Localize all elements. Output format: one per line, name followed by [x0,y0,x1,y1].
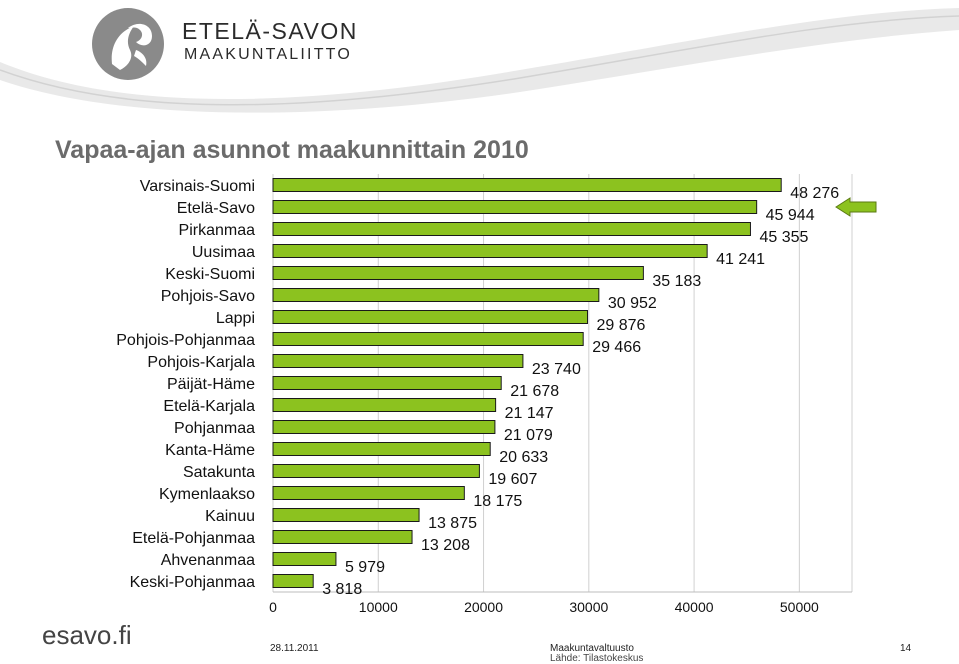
value-label: 41 241 [716,251,765,268]
category-label: Kainuu [205,508,255,525]
bar [272,552,337,566]
value-label: 30 952 [608,295,657,312]
value-label: 18 175 [473,493,522,510]
value-label: 23 740 [532,361,581,378]
bar [272,266,644,280]
category-label: Keski-Suomi [165,266,255,283]
value-label: 48 276 [790,185,839,202]
org-name-line1: ETELÄ-SAVON [182,18,358,44]
org-name-line2: MAAKUNTALIITTO [184,46,353,63]
value-label: 13 875 [428,515,477,532]
bar [272,376,502,390]
category-label: Pohjois-Pohjanmaa [116,332,255,349]
highlight-arrow-icon [835,197,877,217]
bar [272,574,314,588]
bar [272,508,420,522]
value-label: 21 147 [505,405,554,422]
category-label: Päijät-Häme [167,376,255,393]
x-tick-label: 40000 [675,599,714,615]
bar [272,354,524,368]
category-label: Kanta-Häme [165,442,255,459]
value-label: 13 208 [421,537,470,554]
value-label: 45 944 [766,207,815,224]
x-tick-label: 10000 [359,599,398,615]
value-label: 45 355 [759,229,808,246]
value-label: 3 818 [322,581,362,598]
category-label: Keski-Pohjanmaa [130,574,256,591]
bar [272,332,584,346]
bar [272,486,465,500]
category-label: Lappi [216,310,255,327]
category-label: Ahvenanmaa [161,552,255,569]
category-label: Pirkanmaa [179,222,256,239]
category-label: Etelä-Karjala [163,398,255,415]
bar [272,420,496,434]
value-label: 20 633 [499,449,548,466]
value-label: 29 876 [597,317,646,334]
category-label: Etelä-Savo [177,200,255,217]
x-tick-label: 50000 [780,599,819,615]
x-tick-label: 30000 [569,599,608,615]
bar [272,530,413,544]
category-label: Satakunta [183,464,255,481]
value-label: 19 607 [488,471,537,488]
category-label: Pohjanmaa [174,420,255,437]
value-label: 5 979 [345,559,385,576]
footer-date: 28.11.2011 [270,643,319,654]
x-tick-label: 0 [269,599,277,615]
category-label: Uusimaa [192,244,255,261]
x-tick-label: 20000 [464,599,503,615]
category-label: Pohjois-Karjala [147,354,255,371]
site-logo: esavo.fi [42,620,132,650]
footer-presentation: Maakuntavaltuusto [550,643,634,654]
value-label: 21 678 [510,383,559,400]
bar [272,200,758,214]
category-label: Varsinais-Suomi [140,178,255,195]
value-label: 29 466 [592,339,641,356]
value-label: 21 079 [504,427,553,444]
bar [272,222,751,236]
category-label: Pohjois-Savo [161,288,255,305]
footer-source: Lähde: Tilastokeskus [550,653,644,664]
bar [272,398,497,412]
bar [272,310,589,324]
category-label: Kymenlaakso [159,486,255,503]
logo-emblem [92,8,164,80]
bar [272,178,782,192]
bar [272,288,600,302]
category-label: Etelä-Pohjanmaa [132,530,255,547]
page-title: Vapaa-ajan asunnot maakunnittain 2010 [55,136,529,164]
bar [272,464,480,478]
page-number: 14 [900,643,912,654]
bar [272,442,491,456]
bar [272,244,708,258]
header-swoosh [0,8,959,113]
value-label: 35 183 [652,273,701,290]
